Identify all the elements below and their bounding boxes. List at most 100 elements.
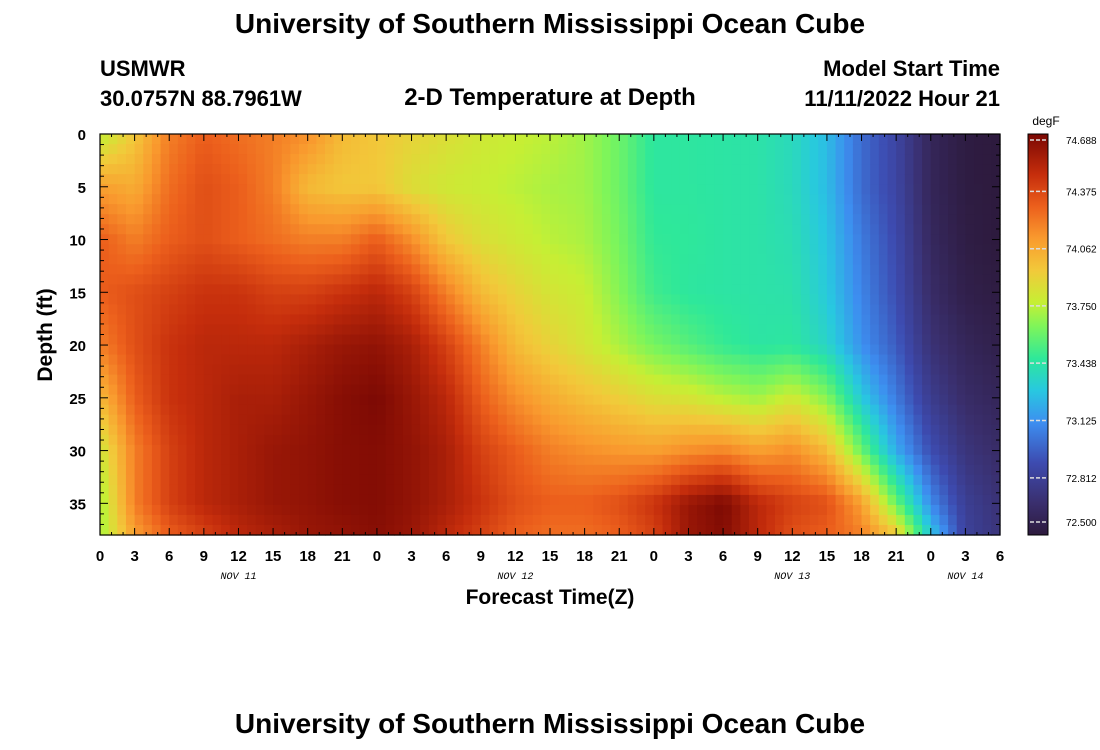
heatmap-cell	[515, 444, 525, 456]
heatmap-cell	[376, 134, 387, 145]
heatmap-cell	[965, 424, 975, 436]
heatmap-cell	[195, 234, 205, 245]
heatmap-cell	[593, 254, 603, 265]
heatmap-cell	[584, 454, 594, 466]
heatmap-cell	[679, 164, 690, 175]
heatmap-cell	[264, 524, 274, 536]
heatmap-cell	[870, 144, 880, 155]
heatmap-cell	[255, 524, 266, 536]
heatmap-cell	[290, 454, 300, 466]
heatmap-cell	[454, 204, 465, 215]
heatmap-cell	[584, 214, 594, 225]
heatmap-cell	[411, 274, 421, 285]
heatmap-cell	[705, 194, 716, 205]
heatmap-cell	[446, 424, 456, 436]
heatmap-cell	[939, 294, 949, 306]
heatmap-cell	[506, 514, 516, 526]
heatmap-cell	[273, 244, 283, 255]
heatmap-cell	[342, 384, 352, 396]
heatmap-cell	[991, 434, 1001, 446]
heatmap-cell	[619, 404, 629, 416]
heatmap-cell	[835, 384, 845, 396]
heatmap-cell	[281, 344, 291, 356]
heatmap-cell	[541, 314, 551, 326]
heatmap-cell	[134, 174, 144, 185]
heatmap-cell	[169, 264, 179, 275]
heatmap-cell	[151, 464, 162, 476]
heatmap-cell	[195, 394, 205, 406]
heatmap-cell	[290, 144, 300, 155]
heatmap-cell	[160, 234, 170, 245]
heatmap-cell	[775, 464, 785, 476]
heatmap-cell	[697, 454, 707, 466]
heatmap-cell	[134, 304, 144, 316]
heatmap-cell	[627, 424, 638, 436]
heatmap-cell	[532, 404, 542, 416]
heatmap-cell	[446, 414, 456, 426]
heatmap-cell	[203, 174, 214, 185]
heatmap-cell	[826, 204, 837, 215]
heatmap-cell	[108, 334, 118, 346]
heatmap-cell	[273, 184, 283, 195]
heatmap-cell	[532, 384, 542, 396]
heatmap-cell	[939, 524, 949, 536]
heatmap-cell	[541, 494, 551, 506]
heatmap-cell	[420, 364, 430, 376]
heatmap-cell	[948, 234, 958, 245]
heatmap-cell	[281, 474, 291, 486]
heatmap-cell	[489, 414, 499, 426]
heatmap-cell	[575, 344, 586, 356]
heatmap-cell	[333, 224, 343, 235]
heatmap-cell	[385, 344, 395, 356]
heatmap-cell	[593, 304, 603, 316]
heatmap-cell	[532, 394, 542, 406]
heatmap-cell	[619, 164, 629, 175]
heatmap-cell	[965, 274, 975, 285]
heatmap-cell	[333, 324, 343, 336]
heatmap-cell	[463, 394, 473, 406]
heatmap-cell	[619, 424, 629, 436]
heatmap-cell	[454, 494, 465, 506]
heatmap-cell	[662, 244, 672, 255]
heatmap-cell	[160, 374, 170, 386]
heatmap-cell	[645, 264, 655, 275]
heatmap-cell	[861, 494, 871, 506]
heatmap-cell	[688, 324, 698, 336]
heatmap-cell	[601, 264, 612, 275]
heatmap-cell	[809, 244, 819, 255]
heatmap-cell	[160, 324, 170, 336]
heatmap-cell	[939, 284, 949, 296]
heatmap-cell	[342, 264, 352, 275]
heatmap-cell	[922, 144, 932, 155]
heatmap-cell	[472, 504, 482, 516]
heatmap-cell	[930, 274, 941, 285]
heatmap-cell	[325, 324, 335, 336]
heatmap-cell	[350, 324, 361, 336]
heatmap-cell	[238, 424, 248, 436]
heatmap-cell	[463, 454, 473, 466]
heatmap-cell	[428, 354, 439, 366]
heatmap-cell	[878, 314, 889, 326]
heatmap-cell	[913, 194, 923, 205]
heatmap-cell	[134, 194, 144, 205]
heatmap-cell	[714, 304, 724, 316]
heatmap-cell	[480, 454, 491, 466]
heatmap-cell	[273, 294, 283, 306]
heatmap-cell	[212, 344, 222, 356]
heatmap-cell	[593, 194, 603, 205]
heatmap-cell	[662, 424, 672, 436]
heatmap-cell	[653, 144, 664, 155]
heatmap-cell	[792, 304, 802, 316]
heatmap-cell	[385, 204, 395, 215]
heatmap-cell	[376, 424, 387, 436]
heatmap-cell	[731, 304, 741, 316]
heatmap-cell	[662, 224, 672, 235]
heatmap-cell	[783, 374, 793, 386]
heatmap-cell	[982, 404, 992, 416]
heatmap-cell	[567, 394, 577, 406]
heatmap-cell	[212, 504, 222, 516]
heatmap-cell	[480, 254, 491, 265]
heatmap-cell	[757, 264, 767, 275]
heatmap-cell	[428, 224, 439, 235]
heatmap-cell	[550, 434, 560, 446]
